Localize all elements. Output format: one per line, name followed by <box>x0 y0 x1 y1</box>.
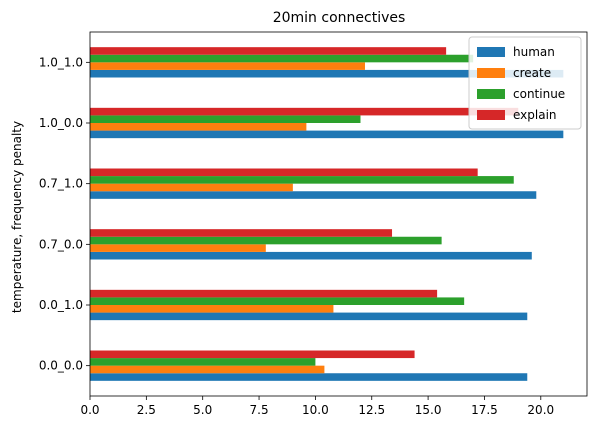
chart-title: 20min connectives <box>273 10 406 26</box>
y-tick-label: 0.0_1.0 <box>39 298 83 312</box>
bar-human-1.0_1.0 <box>90 69 564 78</box>
x-tick-label: 0.0 <box>80 403 99 417</box>
legend-label-continue: continue <box>513 87 565 101</box>
bar-create-1.0_0.0 <box>90 123 307 131</box>
y-tick-label: 1.0_1.0 <box>39 55 83 69</box>
bar-create-0.0_1.0 <box>90 305 334 313</box>
bar-human-0.0_0.0 <box>90 373 528 381</box>
y-tick-label: 0.7_1.0 <box>39 177 83 191</box>
legend-label-create: create <box>513 66 551 80</box>
bar-continue-0.7_0.0 <box>90 236 442 245</box>
y-axis-label: temperature, frequency penalty <box>10 121 24 313</box>
x-tick-label: 12.5 <box>358 403 385 417</box>
x-tick-label: 7.5 <box>250 403 269 417</box>
bar-explain-0.7_1.0 <box>90 168 478 177</box>
x-tick-label: 20.0 <box>527 403 554 417</box>
legend-label-human: human <box>513 45 555 59</box>
bar-explain-1.0_1.0 <box>90 47 447 55</box>
y-tick-label: 1.0_0.0 <box>39 116 83 130</box>
plot-frame <box>89 31 588 397</box>
legend-swatch-continue <box>477 89 505 99</box>
y-tick-label: 0.7_0.0 <box>39 237 83 251</box>
bar-continue-0.7_1.0 <box>90 176 514 184</box>
x-tick-label: 10.0 <box>302 403 329 417</box>
x-tick-label: 2.5 <box>137 403 156 417</box>
x-tick-label: 5.0 <box>193 403 212 417</box>
bar-continue-0.0_0.0 <box>90 358 316 366</box>
bar-create-0.7_1.0 <box>90 183 293 192</box>
legend-swatch-human <box>477 47 505 57</box>
bar-create-0.7_0.0 <box>90 244 266 252</box>
y-tick-label: 0.0_0.0 <box>39 359 83 373</box>
bar-continue-1.0_1.0 <box>90 54 474 63</box>
legend: human create continue explain <box>468 36 582 130</box>
legend-swatch-create <box>477 68 505 78</box>
bar-human-0.0_1.0 <box>90 312 528 321</box>
bar-human-1.0_0.0 <box>90 130 564 139</box>
axes-layer: 0.0_0.0 0.0_1.0 0.7_0.0 0.7_1.0 1.0_0.0 1.0_1… <box>39 31 588 417</box>
bar-explain-0.0_1.0 <box>90 289 438 298</box>
bar-continue-0.0_1.0 <box>90 297 465 305</box>
x-tick-label: 15.0 <box>415 403 442 417</box>
bar-explain-1.0_0.0 <box>90 107 519 116</box>
bar-human-0.7_1.0 <box>90 191 537 199</box>
bar-continue-1.0_0.0 <box>90 115 361 123</box>
bar-explain-0.0_0.0 <box>90 350 415 359</box>
legend-swatch-explain <box>477 110 505 120</box>
bar-create-0.0_0.0 <box>90 365 325 374</box>
bars-layer <box>90 47 564 381</box>
bar-human-0.7_0.0 <box>90 251 532 260</box>
bar-explain-0.7_0.0 <box>90 229 393 237</box>
legend-label-explain: explain <box>513 108 557 122</box>
bar-create-1.0_1.0 <box>90 62 365 70</box>
legend-box <box>468 36 582 130</box>
x-tick-label: 17.5 <box>471 403 498 417</box>
